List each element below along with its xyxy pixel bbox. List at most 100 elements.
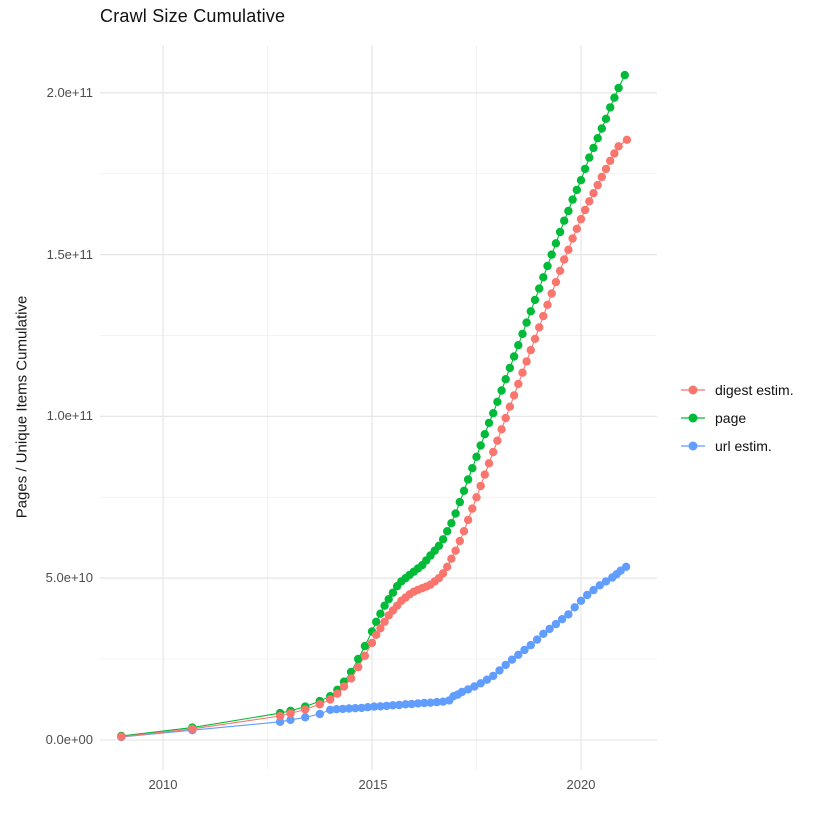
data-point-page — [535, 284, 544, 293]
legend-item-digest-estim: digest estim. — [680, 380, 794, 400]
data-point-page — [484, 418, 494, 428]
data-point-url-estim — [621, 562, 631, 571]
data-point-digest-estim — [564, 245, 573, 254]
data-point-page — [539, 273, 548, 282]
data-point-digest-estim — [493, 436, 502, 445]
data-point-digest-estim — [489, 447, 498, 457]
data-point-digest-estim — [560, 255, 569, 264]
data-point-page — [572, 185, 581, 195]
data-point-url-estim — [489, 671, 498, 681]
data-point-page — [610, 93, 619, 102]
data-point-page — [376, 609, 385, 618]
x-tick-label: 2015 — [358, 777, 388, 792]
data-point-url-estim — [557, 615, 567, 624]
data-point-digest-estim — [117, 732, 126, 741]
data-point-url-estim — [275, 717, 285, 726]
data-point-digest-estim — [476, 481, 485, 491]
data-point-page — [614, 83, 623, 93]
data-point-digest-estim — [468, 504, 477, 513]
data-point-url-estim — [432, 697, 441, 707]
data-point-digest-estim — [380, 617, 389, 626]
data-point-digest-estim — [455, 536, 464, 546]
data-point-url-estim — [514, 650, 523, 659]
legend-key-url-icon — [681, 441, 705, 451]
data-point-digest-estim — [459, 527, 469, 536]
data-point-digest-estim — [593, 180, 602, 190]
data-point-digest-estim — [484, 459, 494, 468]
data-point-url-estim — [413, 699, 423, 708]
data-point-url-estim — [501, 660, 510, 670]
data-point-page — [530, 295, 540, 305]
data-point-url-estim — [420, 698, 429, 708]
data-point-digest-estim — [526, 345, 535, 355]
data-point-url-estim — [388, 701, 398, 710]
data-point-digest-estim — [580, 205, 590, 215]
data-point-page — [384, 595, 393, 604]
data-point-page — [564, 206, 573, 216]
data-point-url-estim — [482, 675, 492, 684]
data-point-url-estim — [395, 700, 404, 710]
data-point-page — [443, 527, 452, 536]
data-point-digest-estim — [622, 135, 632, 144]
data-point-digest-estim — [315, 700, 324, 709]
data-point-url-estim — [407, 699, 416, 709]
data-point-url-estim — [382, 701, 391, 711]
data-point-page — [543, 261, 552, 271]
data-point-url-estim — [363, 703, 372, 712]
data-point-page — [372, 617, 381, 626]
chart-title: Crawl Size Cumulative — [100, 6, 286, 26]
legend-item-label: page — [715, 410, 747, 426]
data-point-page — [459, 486, 469, 495]
data-point-page — [620, 70, 629, 80]
data-point-digest-estim — [514, 379, 523, 389]
data-point-url-estim — [315, 709, 324, 719]
data-point-digest-estim — [568, 234, 577, 243]
data-point-digest-estim — [543, 300, 552, 309]
data-point-page — [580, 164, 590, 174]
y-tick-label: 2.0e+11 — [46, 85, 93, 100]
data-point-digest-estim — [576, 214, 586, 224]
y-tick-label: 5.0e+10 — [45, 570, 93, 585]
data-point-page — [555, 227, 565, 237]
data-point-page — [560, 216, 569, 225]
data-point-page — [505, 363, 515, 373]
data-point-url-estim — [426, 698, 435, 707]
data-point-url-estim — [495, 666, 504, 675]
data-point-url-estim — [369, 702, 379, 711]
data-point-url-estim — [376, 702, 385, 711]
legend-key-page-icon — [681, 413, 705, 423]
legend-item-url-estim: url estim. — [680, 436, 794, 456]
data-point-digest-estim — [447, 554, 456, 563]
data-point-page — [472, 452, 481, 461]
data-point-url-estim — [351, 704, 360, 713]
data-point-page — [497, 386, 506, 395]
data-point-page — [518, 329, 527, 339]
data-point-digest-estim — [505, 402, 515, 411]
data-point-digest-estim — [518, 368, 527, 377]
data-point-page — [380, 601, 389, 610]
data-point-url-estim — [583, 590, 592, 600]
legend-item-page: page — [680, 408, 794, 428]
data-point-url-estim — [470, 682, 479, 691]
data-point-url-estim — [476, 679, 485, 688]
data-point-url-estim — [539, 629, 548, 638]
data-point-page — [585, 153, 594, 162]
data-point-page — [551, 239, 561, 248]
data-point-url-estim — [526, 640, 535, 650]
data-point-digest-estim — [463, 515, 473, 525]
data-point-url-estim — [463, 685, 473, 694]
data-point-digest-estim — [443, 562, 452, 571]
data-point-url-estim — [301, 713, 310, 722]
data-point-digest-estim — [509, 391, 519, 400]
data-point-digest-estim — [497, 425, 506, 434]
data-point-digest-estim — [589, 189, 598, 198]
data-point-page — [522, 318, 531, 327]
data-point-digest-estim — [354, 662, 363, 672]
data-point-url-estim — [332, 705, 341, 714]
data-point-page — [463, 475, 473, 484]
data-point-url-estim — [601, 577, 611, 586]
data-point-digest-estim — [472, 493, 481, 502]
data-point-digest-estim — [606, 156, 615, 165]
data-point-digest-estim — [286, 709, 295, 718]
data-point-page — [360, 641, 370, 651]
